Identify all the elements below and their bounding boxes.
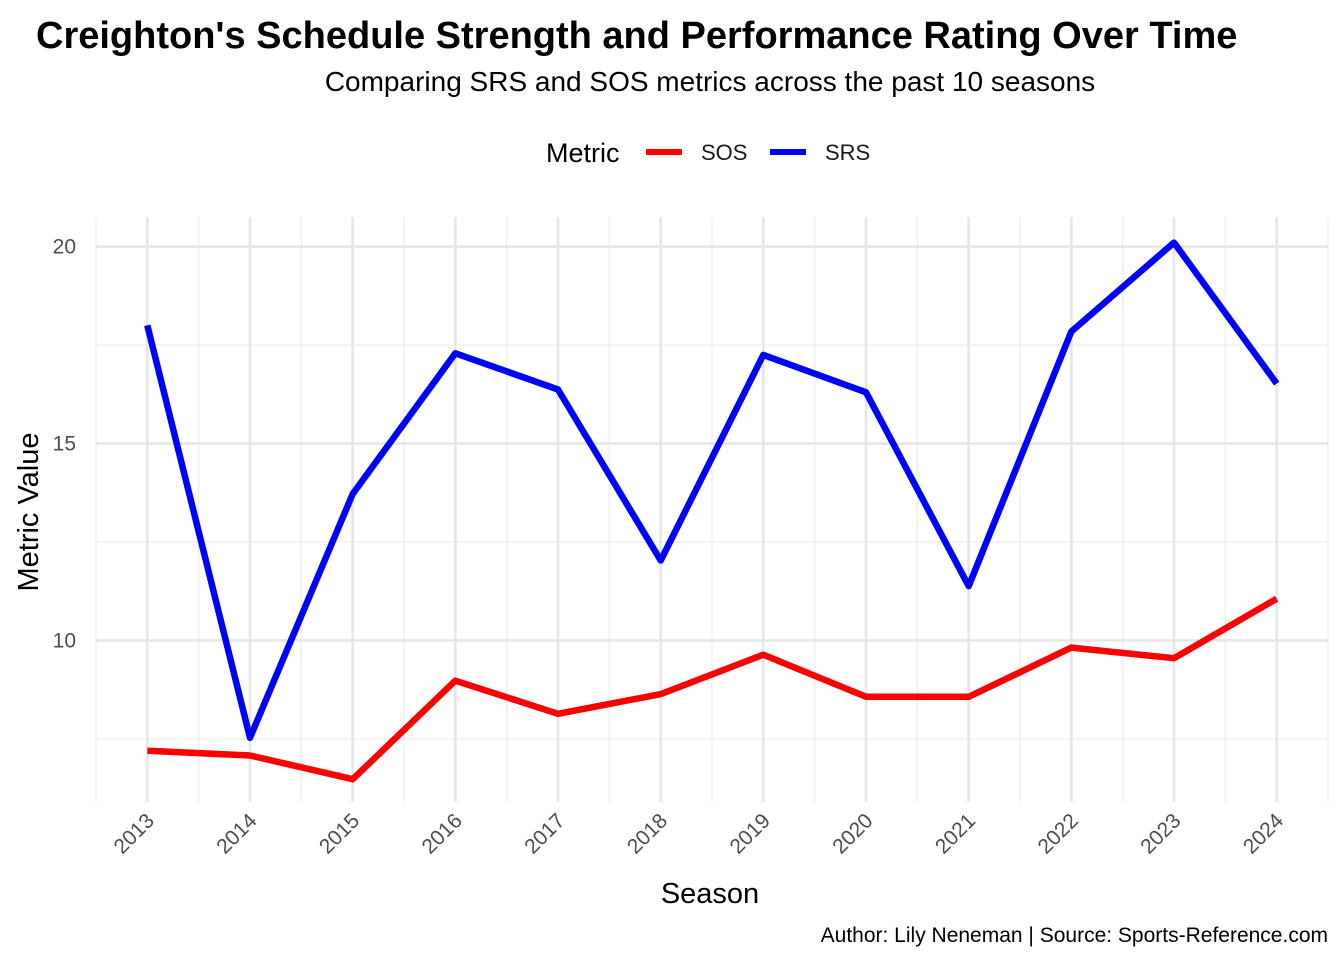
x-tick-label: 2021 [931,809,980,858]
x-tick-label: 2019 [726,809,775,858]
x-tick-labels: 2013 2014 2015 2016 2017 2018 2019 2020 2021 2022… [110,809,1289,859]
y-axis-title: Metric Value [13,432,45,591]
x-tick-label: 2014 [212,809,262,859]
legend: Metric SOS SRS [546,138,870,168]
series-line-sos [147,595,1279,783]
x-axis-title: Season [661,878,759,910]
legend-label-srs: SRS [825,140,870,165]
y-tick-label: 10 [53,629,76,652]
x-tick-label: 2022 [1034,809,1083,858]
legend-title: Metric [546,138,620,168]
x-tick-label: 2016 [418,809,467,858]
x-tick-label: 2020 [828,809,877,858]
chart-title: Creighton's Schedule Strength and Perfor… [36,15,1237,57]
x-tick-label: 2018 [623,809,672,858]
x-tick-label: 2015 [315,809,364,858]
x-tick-label: 2023 [1136,809,1185,858]
y-tick-label: 20 [53,236,76,259]
caption: Author: Lily Neneman | Source: Sports-Re… [821,924,1328,947]
series-line-srs [144,239,1280,742]
y-tick-label: 15 [53,433,76,456]
x-tick-label: 2013 [110,809,159,858]
legend-label-sos: SOS [701,140,747,165]
x-tick-label: 2024 [1239,809,1289,859]
grid [95,217,1329,802]
series-lines [144,239,1280,783]
y-tick-labels: 10 15 20 [53,236,76,653]
x-tick-label: 2017 [520,809,569,858]
chart-subtitle: Comparing SRS and SOS metrics across the… [325,66,1095,97]
